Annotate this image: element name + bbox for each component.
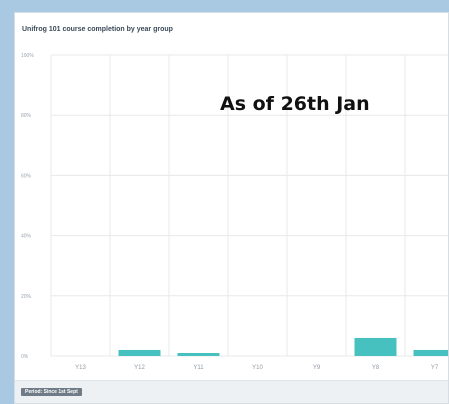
y-tick-label: 0% (21, 354, 29, 360)
y-tick-label: 80% (21, 113, 32, 119)
x-tick-label: Y11 (193, 365, 204, 371)
bar (354, 337, 397, 356)
period-badge[interactable]: Period: Since 1st Sept (21, 388, 82, 396)
x-tick-label: Y7 (431, 365, 439, 371)
x-tick-label: Y12 (134, 365, 145, 371)
x-tick-label: Y8 (372, 365, 380, 371)
y-tick-label: 20% (21, 294, 32, 300)
bar (413, 349, 448, 356)
y-tick-label: 40% (21, 234, 32, 240)
x-tick-label: Y13 (75, 365, 86, 371)
y-tick-label: 100% (21, 53, 34, 59)
x-tick-label: Y9 (313, 365, 321, 371)
bar (118, 349, 161, 356)
bar (177, 352, 220, 356)
chart-card: Unifrog 101 course completion by year gr… (14, 12, 449, 404)
x-tick-label: Y10 (252, 365, 263, 371)
date-annotation: As of 26th Jan (220, 93, 370, 115)
bar-chart: 0% 20% 40% 60% 80% 100% Y13 Y12 Y11 Y10 Y9 Y8 Y7 (21, 53, 448, 371)
y-tick-label: 60% (21, 173, 32, 179)
chart-title: Unifrog 101 course completion by year gr… (22, 26, 173, 33)
chart-footer: Period: Since 1st Sept (15, 380, 448, 403)
